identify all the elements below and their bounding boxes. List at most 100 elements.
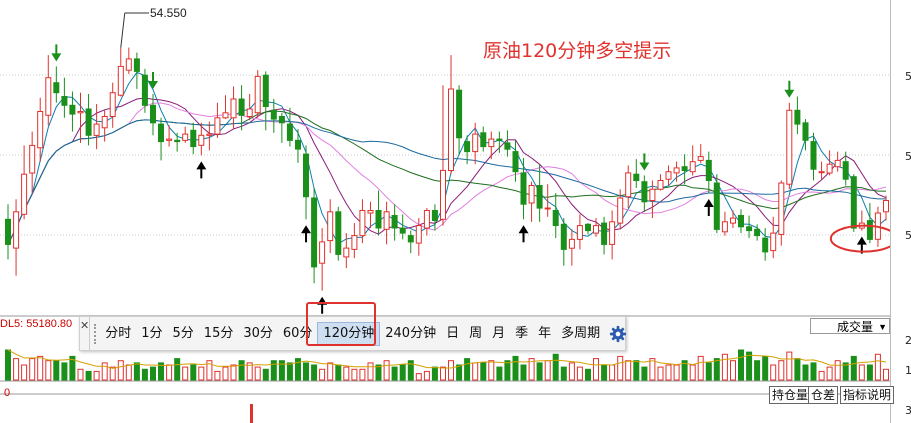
volume-bar [343,366,350,381]
volume-bar [133,362,140,381]
candle [37,97,44,162]
candle [440,85,446,226]
volume-bar [786,351,793,381]
candle-body [214,117,221,135]
ma-line-long [7,110,886,245]
tab-period[interactable]: 1分 [141,325,163,341]
candle [278,112,285,143]
volume-chart [0,349,890,423]
tab-period[interactable]: 月 [492,325,506,341]
tab-period[interactable]: 240分钟 [385,325,437,341]
candle-body [125,58,132,71]
volume-indicator-label: DL5: 55180.80 [0,318,75,330]
volume-bar [166,364,173,381]
candle-body [625,172,632,198]
candle [21,145,28,220]
volume-bar [568,362,575,381]
candle [705,151,712,193]
volume-bar [150,366,156,381]
drag-handle[interactable] [94,323,97,344]
candle-body [206,133,213,136]
candle-body [778,182,785,235]
candle [528,181,535,222]
candle-body [810,141,817,170]
candle [109,82,116,128]
candle [560,218,567,266]
candle [198,122,205,156]
candle [117,47,124,97]
tab-period[interactable]: 分时 [105,325,132,341]
close-icon[interactable]: ✕ [80,317,91,350]
annotation-ellipse [829,224,890,253]
volume-bar [818,370,825,381]
tab-period[interactable]: 15分 [203,325,234,341]
volume-bar [141,368,148,381]
candle-body [166,138,173,141]
candle [61,77,68,118]
volume-bar [762,355,769,381]
candle [383,201,390,245]
volume-bar [319,368,326,381]
candle-body [866,220,873,240]
candle [77,92,84,143]
candle-body [295,139,301,150]
indicator-help-button[interactable]: 指标说明 [840,386,895,404]
volume-axis-tick: 2 [905,334,911,347]
buy-arrow-icon [301,225,312,243]
candle-body [762,237,769,253]
volume-bar [850,355,857,381]
candle [568,229,575,266]
candle-body [746,226,753,232]
volume-bar [246,362,253,381]
candle-body [850,176,857,229]
tab-period[interactable]: 年 [538,325,552,341]
tab-period[interactable]: 周 [469,325,483,341]
candle-body [544,207,551,210]
volume-bar [874,353,881,381]
candle-body [794,109,801,125]
volume-bar [311,364,318,381]
candle [190,122,197,155]
candle [697,144,704,163]
volume-bar [713,358,720,381]
candle [866,203,873,244]
high-marker-line [120,12,126,48]
spread-button[interactable]: 仓差 [808,386,839,404]
candle-body [431,210,438,221]
volume-bar [689,364,696,381]
tab-period[interactable]: 多周期 [561,325,601,341]
candle-body [617,197,624,224]
gear-icon[interactable] [609,323,627,345]
volume-bar [423,370,430,381]
candle-body [528,185,535,204]
volume-bar [633,360,640,381]
volume-bar [101,362,108,381]
indicator-select[interactable]: 成交量 ▼ [810,318,890,334]
candle [689,145,696,176]
position-button[interactable]: 持仓量 [769,386,812,404]
candle [182,126,189,143]
candle-body [53,82,60,94]
candle-body [464,141,471,153]
candle [13,199,20,276]
ma-line-longest [7,119,886,245]
candle-body [230,98,237,119]
volume-bar [802,364,809,381]
indicator-select-value: 成交量 [837,320,874,334]
tab-period[interactable]: 60分 [282,325,313,341]
candle [311,187,318,284]
volume-bar [657,366,664,381]
candle-body [93,123,100,136]
tab-period[interactable]: 日 [446,325,460,341]
volume-bar [327,362,334,381]
candle [730,210,736,229]
candle [5,204,11,260]
tab-period[interactable]: 30分 [243,325,273,341]
candle-body [568,238,575,249]
candle-body [415,225,422,244]
tab-period[interactable]: 5分 [172,325,194,341]
candle-body [222,112,229,119]
volume-bar [295,358,301,381]
tab-period[interactable]: 季 [515,325,529,341]
volume-bar [528,358,535,381]
